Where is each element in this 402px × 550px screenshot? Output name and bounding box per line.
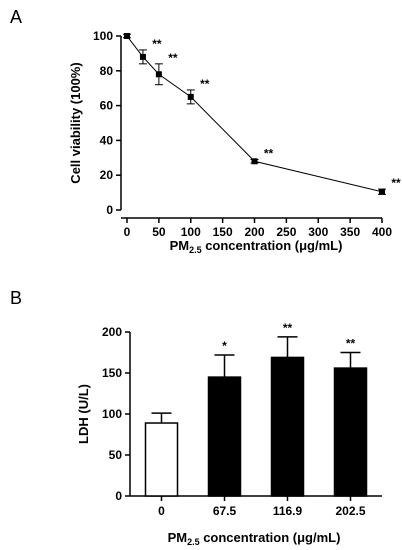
a-significance-label: ** bbox=[152, 37, 162, 51]
ldh-chart: LDH (U/L) PM2.5 concentration (μg/mL) 0 5… bbox=[76, 321, 382, 547]
b-y-tick-label: 50 bbox=[109, 448, 123, 462]
a-y-axis-label: Cell viability (100%) bbox=[68, 62, 83, 183]
b-x-label-subscript: 2.5 bbox=[187, 537, 200, 547]
a-data-point bbox=[139, 53, 146, 60]
a-significance-label: ** bbox=[264, 147, 274, 161]
b-x-tick-label: 116.9 bbox=[273, 504, 303, 518]
a-y-tick-label: 80 bbox=[100, 64, 114, 78]
b-y-tick-label: 150 bbox=[102, 366, 122, 380]
b-bar bbox=[270, 356, 305, 497]
b-y-axis-label: LDH (U/L) bbox=[76, 384, 91, 444]
b-bar bbox=[144, 422, 179, 497]
b-x-tick-label: 0 bbox=[158, 504, 165, 518]
a-x-tick-label: 150 bbox=[213, 225, 233, 239]
panel-label-a: A bbox=[10, 7, 22, 27]
b-y-tick-label: 200 bbox=[102, 325, 122, 339]
a-x-label-subscript: 2.5 bbox=[189, 245, 202, 255]
a-y-tick-label: 60 bbox=[100, 99, 114, 113]
b-x-tick-label: 202.5 bbox=[335, 504, 365, 518]
a-data-point bbox=[187, 93, 194, 100]
a-y-tick-label: 20 bbox=[100, 168, 114, 182]
b-significance-label: ** bbox=[283, 321, 293, 335]
b-bar bbox=[207, 376, 242, 497]
a-significance-label: ** bbox=[168, 51, 178, 65]
a-data-point bbox=[124, 33, 130, 39]
b-y-tick-label: 0 bbox=[115, 489, 122, 503]
panel-label-b: B bbox=[10, 288, 22, 308]
a-x-tick-label: 250 bbox=[276, 225, 296, 239]
a-significance-label: ** bbox=[391, 176, 401, 190]
b-x-label-prefix: PM bbox=[168, 530, 188, 545]
a-x-tick-label: 300 bbox=[308, 225, 328, 239]
a-data-point bbox=[379, 188, 385, 195]
a-significance-label: ** bbox=[200, 77, 210, 91]
cell-viability-chart: Cell viability (100%) PM2.5 concentratio… bbox=[68, 29, 401, 255]
b-x-tick-label: 67.5 bbox=[213, 504, 237, 518]
a-x-label-suffix: concentration (μg/mL) bbox=[202, 238, 343, 253]
a-x-tick-label: 0 bbox=[124, 225, 131, 239]
a-x-tick-label: 350 bbox=[340, 225, 360, 239]
b-bar bbox=[333, 367, 368, 497]
a-x-tick-label: 200 bbox=[244, 225, 264, 239]
a-x-tick-label: 400 bbox=[372, 225, 392, 239]
a-data-point bbox=[155, 71, 162, 78]
a-series-line bbox=[126, 35, 383, 193]
a-x-tick-label: 50 bbox=[152, 225, 166, 239]
a-x-tick-label: 100 bbox=[181, 225, 201, 239]
a-y-tick-label: 0 bbox=[106, 203, 113, 217]
a-data-point bbox=[251, 158, 258, 165]
b-y-tick-label: 100 bbox=[102, 407, 122, 421]
a-y-tick-label: 100 bbox=[93, 29, 113, 43]
a-y-tick-label: 40 bbox=[100, 133, 114, 147]
a-x-axis-label: PM2.5 concentration (μg/mL) bbox=[170, 238, 343, 255]
b-x-label-suffix: concentration (μg/mL) bbox=[200, 530, 341, 545]
b-x-axis-label: PM2.5 concentration (μg/mL) bbox=[168, 530, 341, 547]
b-significance-label: * bbox=[222, 339, 227, 353]
a-x-label-prefix: PM bbox=[170, 238, 190, 253]
b-significance-label: ** bbox=[346, 337, 356, 351]
